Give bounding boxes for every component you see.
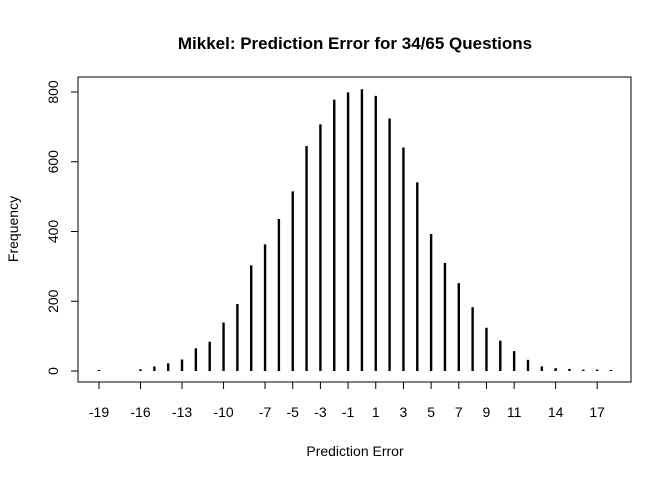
- x-tick-label: 11: [507, 404, 522, 420]
- chart-title: Mikkel: Prediction Error for 34/65 Quest…: [178, 34, 532, 53]
- x-tick-label: -1: [342, 404, 355, 420]
- x-tick-label: -19: [89, 404, 109, 420]
- y-axis-label: Frequency: [5, 196, 21, 262]
- x-tick-label: 14: [548, 404, 564, 420]
- y-tick-label: 200: [45, 289, 61, 313]
- x-tick-label: 1: [372, 404, 380, 420]
- x-tick-label: -16: [130, 404, 150, 420]
- x-tick-label: 5: [427, 404, 435, 420]
- y-tick-label: 800: [45, 80, 61, 104]
- y-axis: 0 200 400 600 800: [45, 80, 79, 375]
- x-axis: -19 -16 -13 -10 -7 -5 -3 -1 1 3 5 7 9 11 14 17: [89, 381, 605, 420]
- bars: [97, 89, 613, 371]
- plot-frame: [77, 76, 632, 383]
- x-tick-label: -7: [259, 404, 272, 420]
- x-axis-label: Prediction Error: [306, 443, 404, 459]
- x-tick-label: -13: [172, 404, 192, 420]
- y-tick-label: 400: [45, 220, 61, 244]
- x-tick-label: -5: [287, 404, 300, 420]
- x-tick-label: 3: [400, 404, 408, 420]
- x-tick-label: -3: [314, 404, 327, 420]
- x-tick-label: -10: [213, 404, 233, 420]
- x-tick-label: 9: [483, 404, 491, 420]
- x-tick-label: 17: [589, 404, 605, 420]
- y-tick-label: 0: [45, 367, 61, 375]
- x-tick-label: 7: [455, 404, 463, 420]
- y-tick-label: 600: [45, 150, 61, 174]
